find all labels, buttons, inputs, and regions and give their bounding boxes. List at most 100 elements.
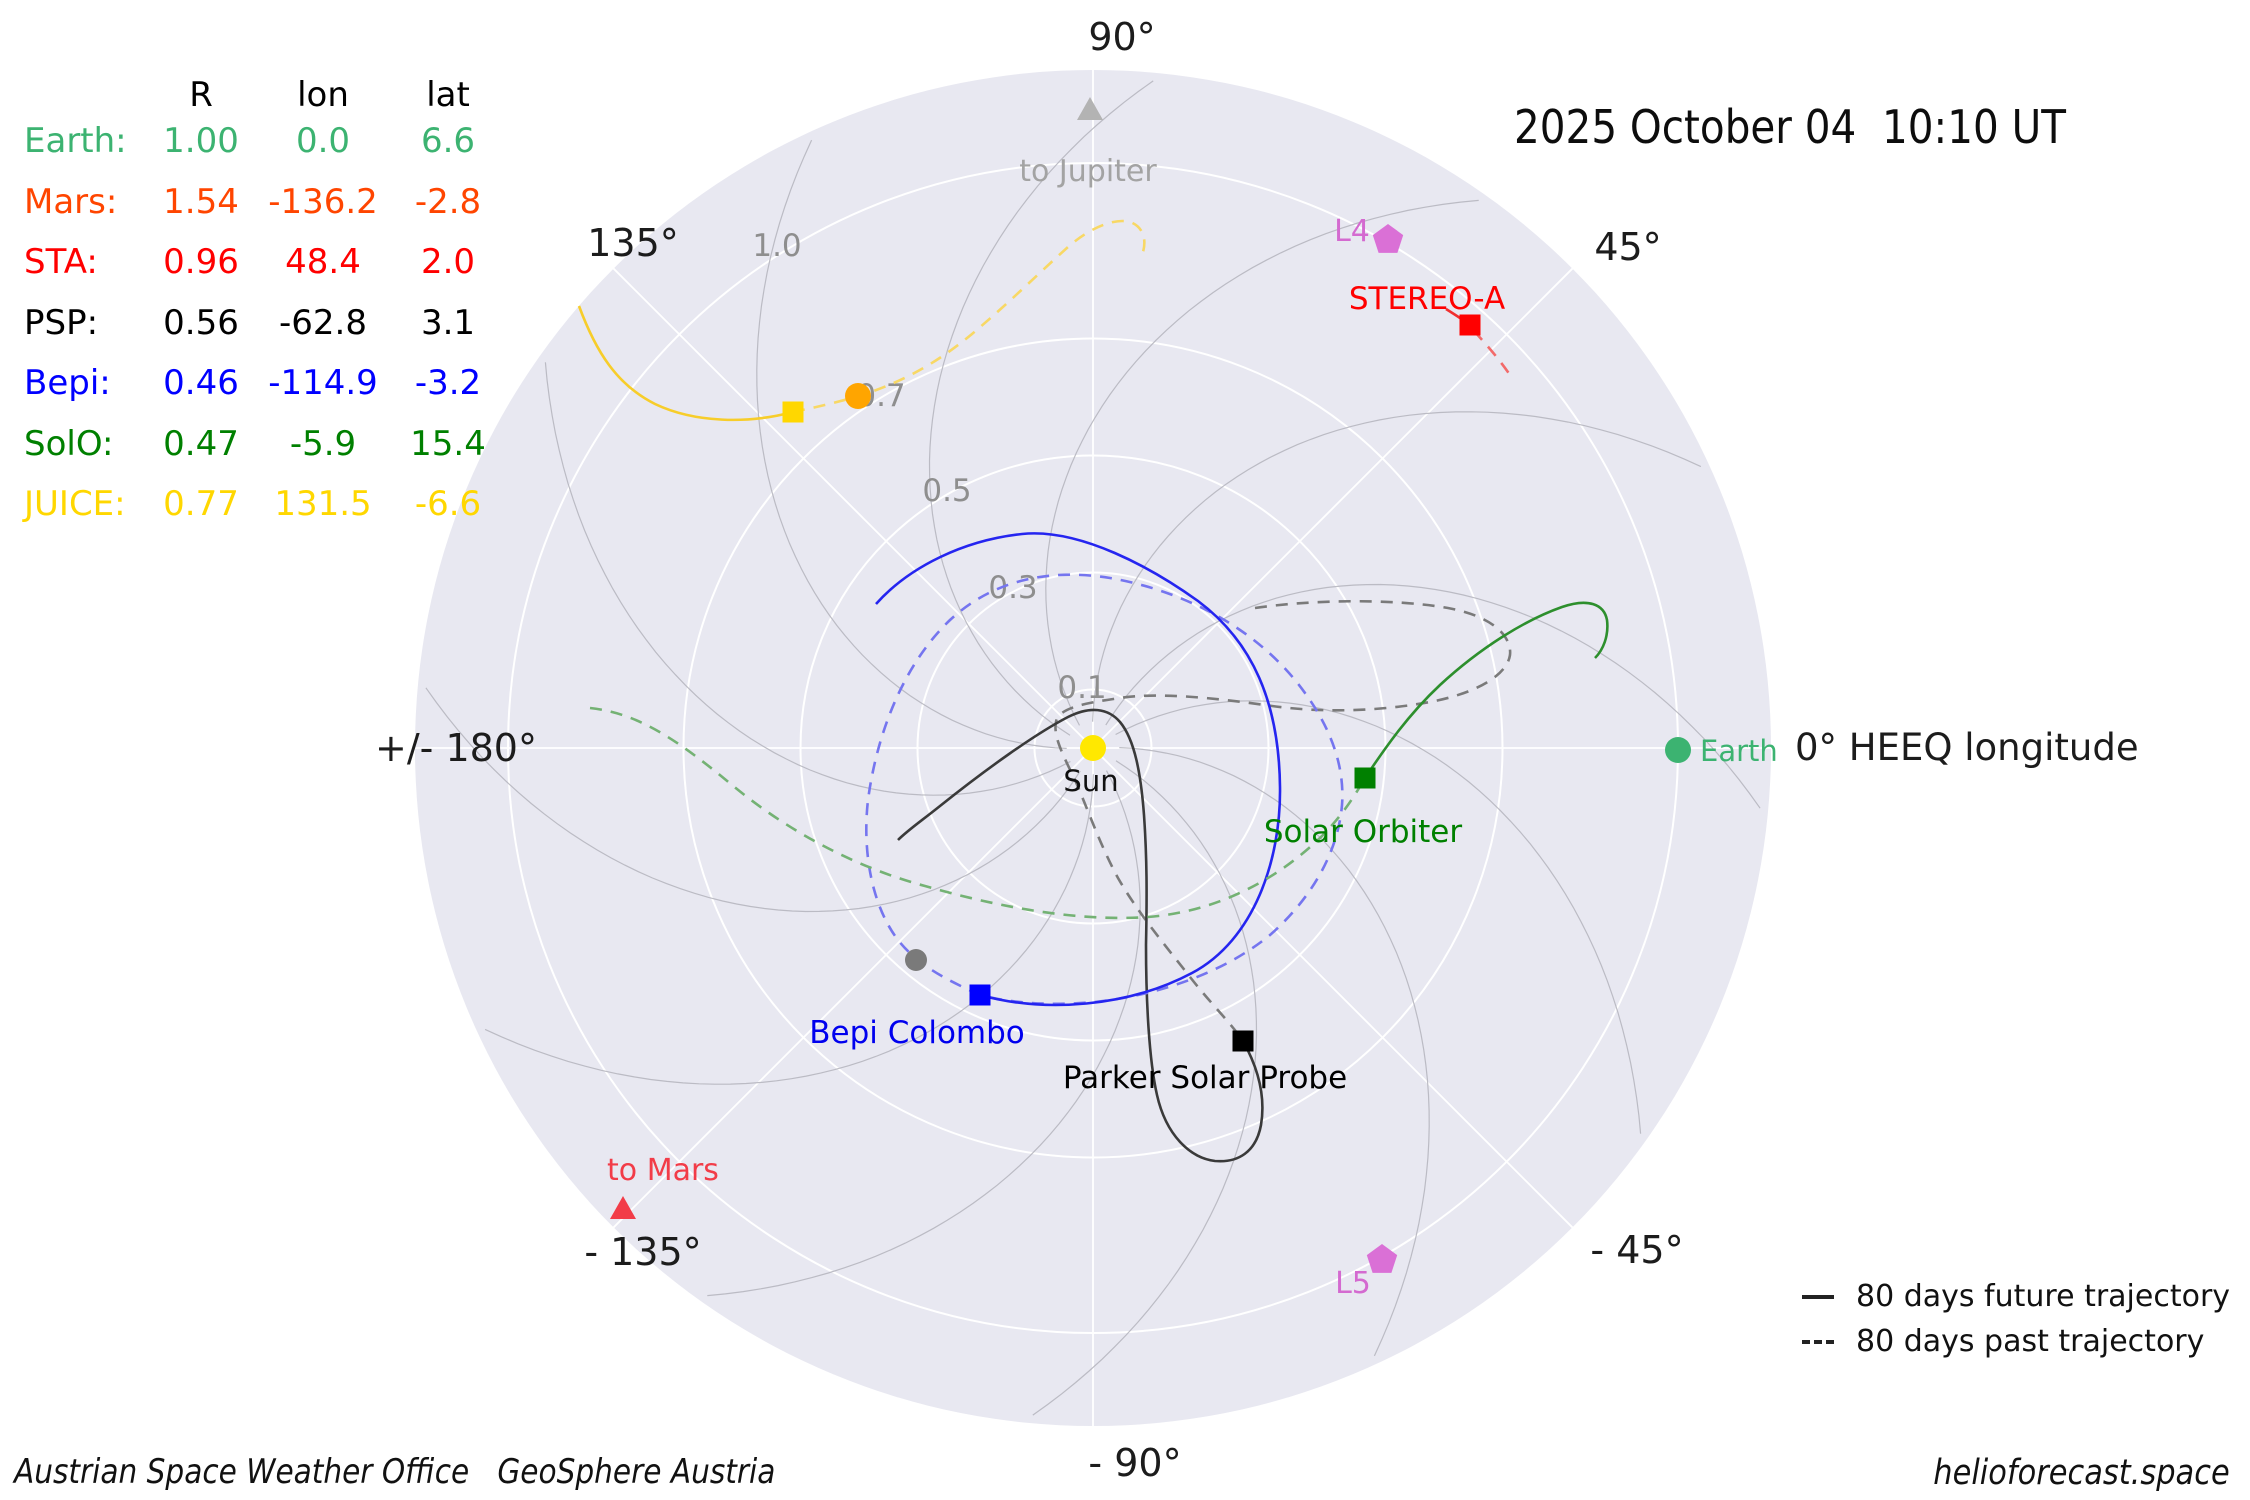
table-cell: Mars: <box>24 181 118 222</box>
bepi-colombo-past-trajectory <box>865 573 1344 1006</box>
table-cell: 0.56 <box>163 302 239 343</box>
parker-solar-probe-marker <box>1232 1030 1254 1052</box>
angle-tick-label: +/- 180° <box>375 726 537 770</box>
angle-tick-label: 45° <box>1594 225 1661 269</box>
parker-spiral-line <box>1105 583 1761 809</box>
to-jupiter-arrow-marker <box>1077 97 1103 120</box>
angle-tick-label: - 90° <box>1088 1441 1181 1485</box>
angle-tick-label: - 135° <box>584 1230 701 1274</box>
parker-spiral-line <box>544 362 1071 796</box>
sun-marker <box>1080 735 1106 761</box>
stereo-a-label: STEREO-A <box>1349 281 1505 317</box>
table-cell: 6.6 <box>420 121 476 161</box>
grid-spoke <box>1092 267 1574 749</box>
table-cell: 0.47 <box>163 423 239 464</box>
legend-row-past: 80 days past trajectory <box>1802 1319 2230 1364</box>
table-cell: -2.8 <box>414 181 482 222</box>
table-cell: 0.0 <box>295 121 351 161</box>
table-cell: 15.4 <box>410 423 486 464</box>
solar-orbiter-future-trajectory <box>1363 601 1609 779</box>
table-cell: 0.77 <box>163 484 239 524</box>
table-cell: -136.2 <box>268 181 378 222</box>
ring-tick-label: 0.5 <box>922 473 971 509</box>
angle-tick-label: - 45° <box>1590 1228 1683 1272</box>
heeq-longitude-axis-label: 0° HEEQ longitude <box>1795 726 2139 769</box>
table-cell: -5.9 <box>289 423 357 464</box>
solar-orbiter-past-trajectory <box>589 706 1367 920</box>
lagrange-l5-label: L5 <box>1335 1266 1371 1301</box>
solid-line-icon <box>1802 1294 1834 1299</box>
angle-tick-label: 90° <box>1088 15 1155 59</box>
parker-spiral-line <box>1115 700 1642 1134</box>
column-header-r: R <box>189 75 213 115</box>
juice-future-trajectory <box>577 305 794 422</box>
grid-spoke <box>612 267 1094 749</box>
table-cell: 48.4 <box>285 242 361 282</box>
lagrange-l4-label: L4 <box>1334 214 1370 249</box>
to-mars-arrow-label: to Mars <box>607 1153 719 1188</box>
legend-row-future: 80 days future trajectory <box>1802 1274 2230 1319</box>
table-cell: PSP: <box>24 302 99 343</box>
bepi-colombo-future-trajectory <box>875 532 1282 1007</box>
credits-left: Austrian Space Weather Office GeoSphere … <box>14 1452 776 1492</box>
parker-spiral-line <box>756 139 1067 749</box>
lagrange-l5-marker <box>1366 1244 1398 1273</box>
angle-tick-label: 135° <box>587 221 679 265</box>
bepi-colombo-marker <box>969 984 991 1006</box>
table-cell: 3.1 <box>420 302 476 343</box>
juice-marker <box>782 401 804 423</box>
table-cell: 0.96 <box>163 242 239 282</box>
parker-spiral-line <box>484 774 1094 1085</box>
parker-spiral-line <box>1119 747 1430 1357</box>
bepi-colombo-label: Bepi Colombo <box>809 1015 1025 1051</box>
table-cell: SolO: <box>24 423 114 464</box>
solar-orbiter-label: Solar Orbiter <box>1264 814 1463 850</box>
ring-tick-label: 1.0 <box>752 228 801 264</box>
mercury-dot-marker <box>905 949 927 971</box>
table-cell: -3.2 <box>414 363 482 403</box>
table-cell: JUICE: <box>24 484 126 524</box>
datetime-label: 2025 October 04 10:10 UT <box>1514 100 2066 154</box>
legend-future-label: 80 days future trajectory <box>1856 1279 2231 1314</box>
earth-marker <box>1665 737 1691 763</box>
table-cell: 1.54 <box>163 181 239 222</box>
table-cell: Bepi: <box>24 363 111 403</box>
parker-spiral-line <box>707 770 1141 1297</box>
parker-spiral-line <box>1045 199 1479 726</box>
credits-right: helioforecast.space <box>1933 1453 2230 1493</box>
parker-solar-probe-future-trajectory <box>897 708 1264 1163</box>
dashed-line-icon <box>1802 1339 1834 1344</box>
table-cell: 2.0 <box>420 242 476 282</box>
parker-solar-probe-label: Parker Solar Probe <box>1063 1060 1347 1096</box>
earth-label: Earth <box>1700 734 1778 768</box>
legend-past-label: 80 days past trajectory <box>1856 1324 2205 1359</box>
to-mars-arrow-marker <box>610 1196 636 1219</box>
column-header-lat: lat <box>426 75 470 115</box>
table-cell: 131.5 <box>274 484 372 524</box>
solar-orbiter-marker <box>1354 767 1376 789</box>
grid-spoke <box>1092 747 1574 1229</box>
grid-spoke <box>612 747 1094 1229</box>
venus-dot-marker <box>845 383 871 409</box>
sun-label: Sun <box>1063 764 1118 798</box>
table-cell: Earth: <box>24 121 127 161</box>
parker-spiral-line <box>1092 411 1702 722</box>
parker-spiral-line <box>425 687 1081 913</box>
trajectory-legend: 80 days future trajectory 80 days past t… <box>1802 1274 2230 1364</box>
table-cell: STA: <box>24 242 98 282</box>
ring-tick-label: 0.1 <box>1057 670 1106 706</box>
parker-spiral-line <box>928 80 1154 736</box>
table-cell: -6.6 <box>414 484 482 524</box>
table-cell: -62.8 <box>279 302 367 343</box>
stereo-a-marker <box>1459 314 1481 336</box>
table-cell: -114.9 <box>268 363 378 403</box>
lagrange-l4-marker <box>1372 224 1404 253</box>
table-cell: 1.00 <box>163 121 239 161</box>
column-header-lon: lon <box>297 75 349 115</box>
parker-spiral-line <box>1032 760 1258 1416</box>
table-cell: 0.46 <box>163 363 239 403</box>
ring-tick-label: 0.3 <box>988 570 1037 606</box>
to-jupiter-arrow-label: to Jupiter <box>1019 154 1157 189</box>
